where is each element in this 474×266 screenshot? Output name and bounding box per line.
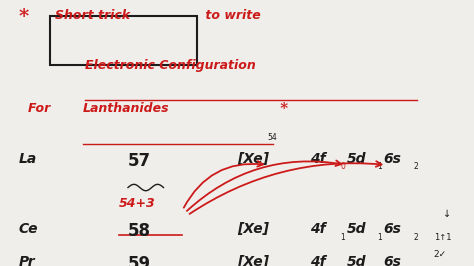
Text: 4f: 4f [310,222,326,236]
Text: [Xe]: [Xe] [237,152,269,166]
Text: 0: 0 [340,162,345,171]
Text: 1: 1 [340,233,345,242]
Text: La: La [19,152,37,166]
Text: 4f: 4f [310,152,326,166]
Text: 57: 57 [128,152,151,170]
Text: 5d: 5d [347,222,366,236]
Text: to write: to write [201,9,261,22]
Text: 2✓: 2✓ [434,250,447,259]
Text: 2: 2 [414,233,419,242]
Text: ↓: ↓ [443,209,451,219]
Text: Ce: Ce [19,222,38,236]
Text: 6s: 6s [383,255,401,266]
Text: [Xe]: [Xe] [237,255,269,266]
Text: 59: 59 [128,255,151,266]
Text: 5d: 5d [347,152,366,166]
Text: 54: 54 [268,133,278,142]
Text: 2: 2 [414,162,419,171]
Text: 58: 58 [128,222,151,240]
Bar [50,16,197,65]
Text: Lanthanides: Lanthanides [83,102,170,115]
Text: *: * [19,8,29,26]
Text: Pr: Pr [19,255,36,266]
Text: 6s: 6s [383,222,401,236]
Text: Short trick: Short trick [55,9,129,22]
Text: 4f: 4f [310,255,326,266]
Text: 54+3: 54+3 [118,197,155,210]
Text: Electronic Configuration: Electronic Configuration [85,59,256,72]
Text: 1: 1 [377,162,382,171]
Text: [Xe]: [Xe] [237,222,269,236]
Text: 1↑1: 1↑1 [434,233,451,242]
Text: 5d: 5d [347,255,366,266]
Text: For: For [28,102,55,115]
Text: 6s: 6s [383,152,401,166]
Text: *: * [275,102,288,117]
Text: 1: 1 [377,233,382,242]
